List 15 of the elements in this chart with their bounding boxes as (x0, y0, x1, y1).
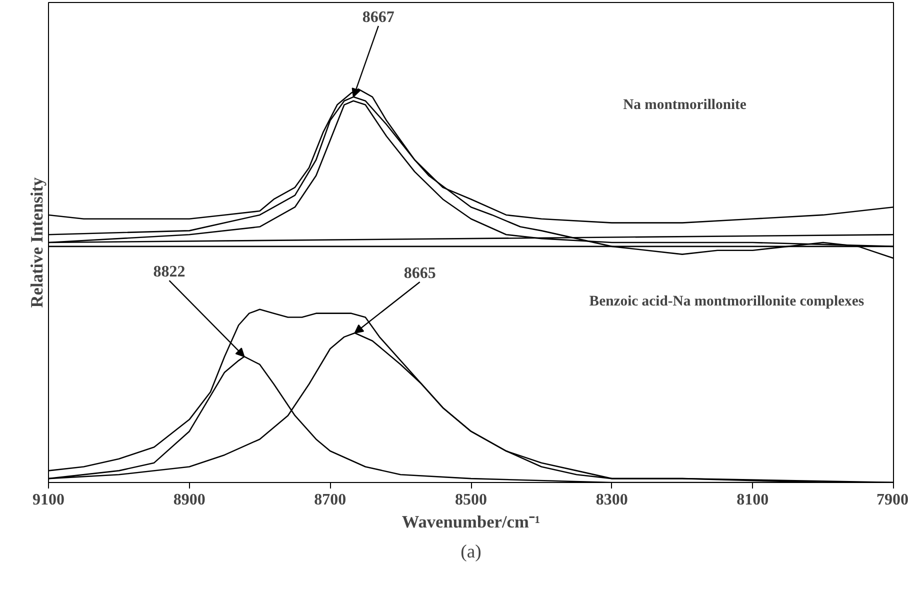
annotation: 8667 (362, 8, 394, 26)
text: (a) (460, 542, 482, 562)
x-tick-label: 8300 (596, 492, 628, 508)
x-axis-title: Wavenumber/cm⁻¹ (402, 512, 540, 532)
x-tick-label: 7900 (876, 492, 908, 508)
annotation: Benzoic acid-Na montmorillonite complexes (589, 294, 864, 310)
annotation: Na montmorillonite (623, 96, 747, 113)
annotation: 8822 (153, 264, 186, 281)
annotation: 8665 (404, 264, 436, 282)
x-tick-label: 8100 (736, 492, 769, 508)
x-tick-label: 9100 (32, 492, 64, 508)
y-axis-title: Relative Intensity (28, 176, 46, 308)
x-tick-label: 8500 (455, 492, 487, 508)
x-tick-label: 8900 (173, 492, 206, 508)
x-tick-label: 8700 (314, 492, 346, 508)
